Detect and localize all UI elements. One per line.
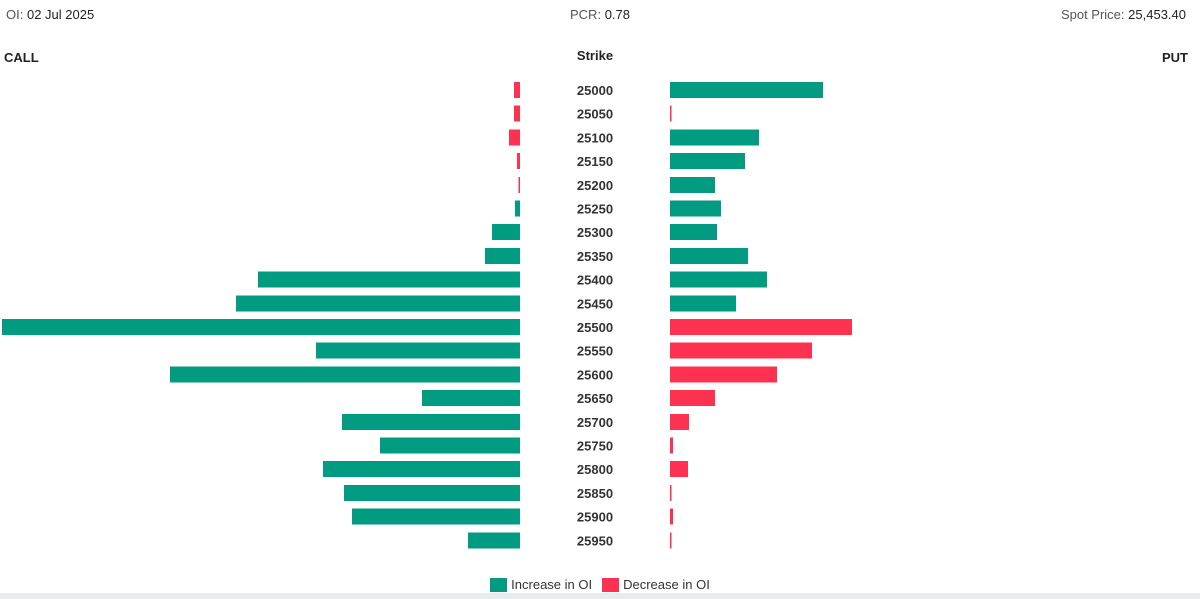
legend-label-decrease: Decrease in OI xyxy=(623,577,710,592)
call-bar-25750[interactable] xyxy=(380,437,520,454)
strike-label-25850: 25850 xyxy=(577,486,613,501)
pcr-value: 0.78 xyxy=(604,7,630,22)
legend-label-increase: Increase in OI xyxy=(511,577,593,592)
call-bar-25500[interactable] xyxy=(2,319,520,335)
put-bar-25000[interactable] xyxy=(670,82,823,98)
call-bar-25350[interactable] xyxy=(485,247,520,264)
call-bar-25800[interactable] xyxy=(323,461,520,478)
strike-label-25500: 25500 xyxy=(577,320,613,335)
call-bar-25450[interactable] xyxy=(236,295,520,312)
call-bar-25000[interactable] xyxy=(514,82,520,98)
call-bar-25550[interactable] xyxy=(316,342,520,359)
call-bar-25650[interactable] xyxy=(422,390,520,407)
spot-value: 25,453.40 xyxy=(1128,7,1186,22)
strike-label-25200: 25200 xyxy=(577,178,613,193)
put-bar-25100[interactable] xyxy=(670,129,759,146)
put-bar-25800[interactable] xyxy=(670,461,688,478)
strike-label-25650: 25650 xyxy=(577,391,613,406)
put-bar-25950[interactable] xyxy=(670,532,672,549)
put-column-header: PUT xyxy=(1162,50,1188,65)
call-bar-25850[interactable] xyxy=(344,484,520,501)
spot-label: Spot Price: xyxy=(1060,7,1125,22)
call-bar-25400[interactable] xyxy=(258,271,520,288)
put-bar-25750[interactable] xyxy=(670,437,673,454)
call-bar-25250[interactable] xyxy=(515,200,520,217)
put-bar-25500[interactable] xyxy=(670,319,852,335)
strike-label-25800: 25800 xyxy=(577,462,613,477)
pcr-readout: PCR: 0.78 xyxy=(0,7,1200,22)
put-bar-25450[interactable] xyxy=(670,295,736,312)
strike-label-25550: 25550 xyxy=(577,344,613,359)
strike-label-25350: 25350 xyxy=(577,249,613,264)
call-bar-25200[interactable] xyxy=(518,176,521,193)
strike-label-25400: 25400 xyxy=(577,273,613,288)
strike-column-header: Strike xyxy=(576,48,614,63)
put-bar-25300[interactable] xyxy=(670,224,717,241)
strike-label-25100: 25100 xyxy=(577,130,613,145)
put-bar-25400[interactable] xyxy=(670,271,767,288)
strike-label-25750: 25750 xyxy=(577,439,613,454)
put-bar-25050[interactable] xyxy=(670,105,672,122)
put-bar-25350[interactable] xyxy=(670,247,748,264)
strike-label-25250: 25250 xyxy=(577,202,613,217)
strike-label-25000: 25000 xyxy=(577,83,613,98)
strike-label-25700: 25700 xyxy=(577,415,613,430)
footer-strip xyxy=(0,593,1200,599)
legend-item-decrease[interactable]: Decrease in OI xyxy=(602,577,710,592)
strike-label-25950: 25950 xyxy=(577,533,613,548)
strike-label-25450: 25450 xyxy=(577,296,613,311)
put-bar-25550[interactable] xyxy=(670,342,812,359)
call-bar-25900[interactable] xyxy=(352,508,520,525)
oi-label: OI: xyxy=(6,7,24,22)
increase-swatch xyxy=(490,577,508,592)
put-bar-25200[interactable] xyxy=(670,176,715,193)
strike-label-25900: 25900 xyxy=(577,510,613,525)
call-bar-25150[interactable] xyxy=(517,153,520,170)
put-bar-25650[interactable] xyxy=(670,390,715,407)
oi-date: OI: 02 Jul 2025 xyxy=(6,7,94,22)
strike-label-25600: 25600 xyxy=(577,367,613,382)
call-bar-25950[interactable] xyxy=(468,532,520,549)
spot-price: Spot Price: 25,453.40 xyxy=(1061,7,1186,22)
put-bar-25250[interactable] xyxy=(670,200,721,217)
call-column-header: CALL xyxy=(4,50,39,65)
legend-item-increase[interactable]: Increase in OI xyxy=(490,577,592,592)
strike-label-25050: 25050 xyxy=(577,107,613,122)
pcr-label: PCR: xyxy=(570,7,602,22)
put-bar-25600[interactable] xyxy=(670,366,777,383)
strike-label-25300: 25300 xyxy=(577,225,613,240)
strike-label-25150: 25150 xyxy=(577,154,613,169)
call-bar-25100[interactable] xyxy=(509,129,520,146)
call-bar-25050[interactable] xyxy=(514,105,520,122)
put-bar-25700[interactable] xyxy=(670,413,689,430)
oi-date-value: 02 Jul 2025 xyxy=(26,7,95,22)
put-bar-25850[interactable] xyxy=(670,484,672,501)
decrease-swatch xyxy=(602,577,620,592)
oi-change-chart: 25000 25050 25100 25150 25200 25250 25300 25350… xyxy=(2,82,852,549)
put-bar-25150[interactable] xyxy=(670,153,745,170)
call-bar-25300[interactable] xyxy=(492,224,520,241)
call-bar-25600[interactable] xyxy=(170,366,520,383)
legend: Increase in OI Decrease in OI xyxy=(0,577,1200,592)
call-bar-25700[interactable] xyxy=(342,413,520,430)
put-bar-25900[interactable] xyxy=(670,508,673,525)
